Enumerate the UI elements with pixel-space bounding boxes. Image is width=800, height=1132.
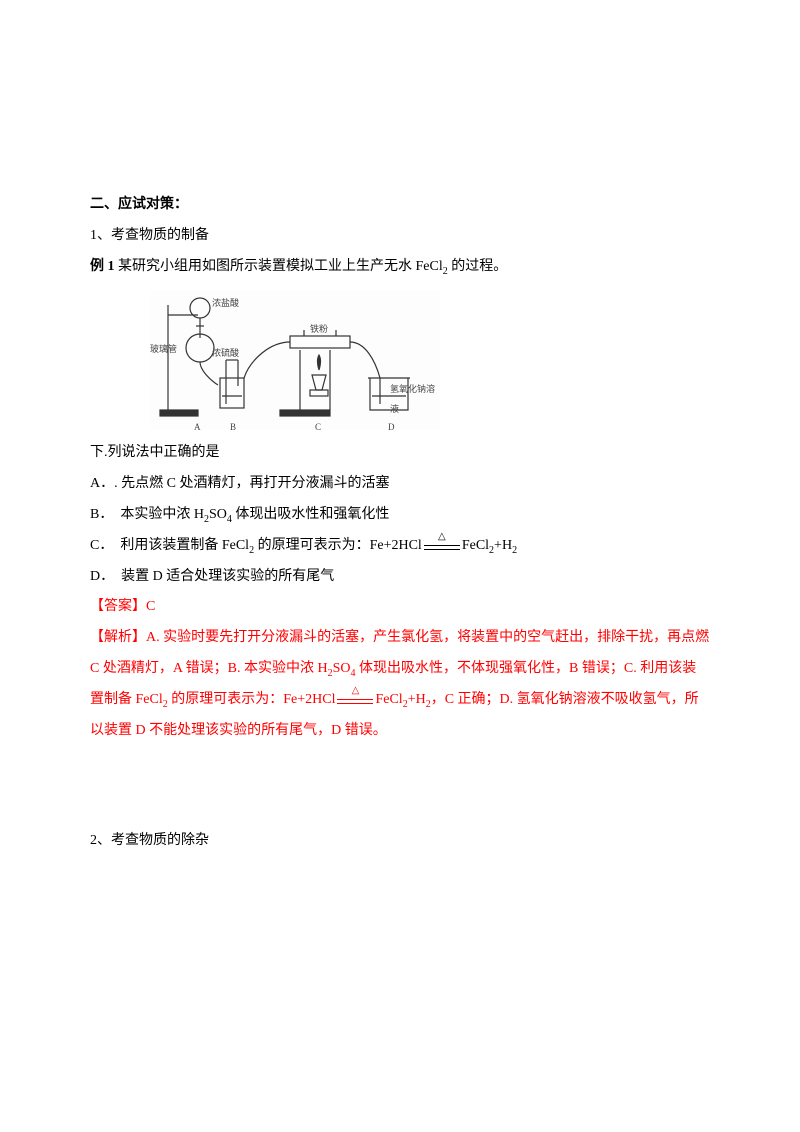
apparatus-diagram: 浓盐酸 浓硫酸 铁粉 氢氧化钠溶液 玻璃管 A B C D [150, 290, 710, 430]
option-B: B． 本实验中浓 H2SO4 体现出吸水性和强氧化性 [90, 500, 710, 531]
equilibrium-icon: △ [337, 692, 373, 708]
option-C: C． 利用该装置制备 FeCl2 的原理可表示为：Fe+2HCl△FeCl2+H… [90, 531, 710, 562]
example-text-b: 的过程。 [448, 259, 508, 274]
label-fe: 铁粉 [310, 320, 328, 340]
point-2: 2、考查物质的除杂 [90, 826, 710, 857]
label-tube: 玻璃管 [150, 340, 177, 360]
example-label: 例 1 [90, 259, 118, 274]
label-h2so4: 浓硫酸 [212, 344, 239, 364]
label-C: C [315, 418, 321, 438]
option-D: D． 装置 D 适合处理该实验的所有尾气 [90, 562, 710, 593]
label-B: B [230, 418, 236, 438]
spacer [90, 746, 710, 826]
option-A: A．. 先点燃 C 处酒精灯，再打开分液漏斗的活塞 [90, 469, 710, 500]
point-1: 1、考查物质的制备 [90, 221, 710, 252]
label-A: A [194, 418, 201, 438]
section-heading: 二、应试对策： [90, 190, 710, 221]
answer: 【答案】C [90, 592, 710, 623]
label-D: D [388, 418, 395, 438]
label-hcl: 浓盐酸 [212, 294, 239, 314]
example-text-a: 某研究小组用如图所示装置模拟工业上生产无水 FeCl [118, 259, 443, 274]
equilibrium-icon: △ [424, 538, 460, 554]
label-naoh: 氢氧化钠溶液 [390, 380, 440, 420]
example-stem: 例 1 某研究小组用如图所示装置模拟工业上生产无水 FeCl2 的过程。 [90, 252, 710, 283]
explanation: 【解析】A. 实验时要先打开分液漏斗的活塞，产生氯化氢，将装置中的空气赶出，排除… [90, 623, 710, 746]
question-stem: 下.列说法中正确的是 [90, 438, 710, 469]
